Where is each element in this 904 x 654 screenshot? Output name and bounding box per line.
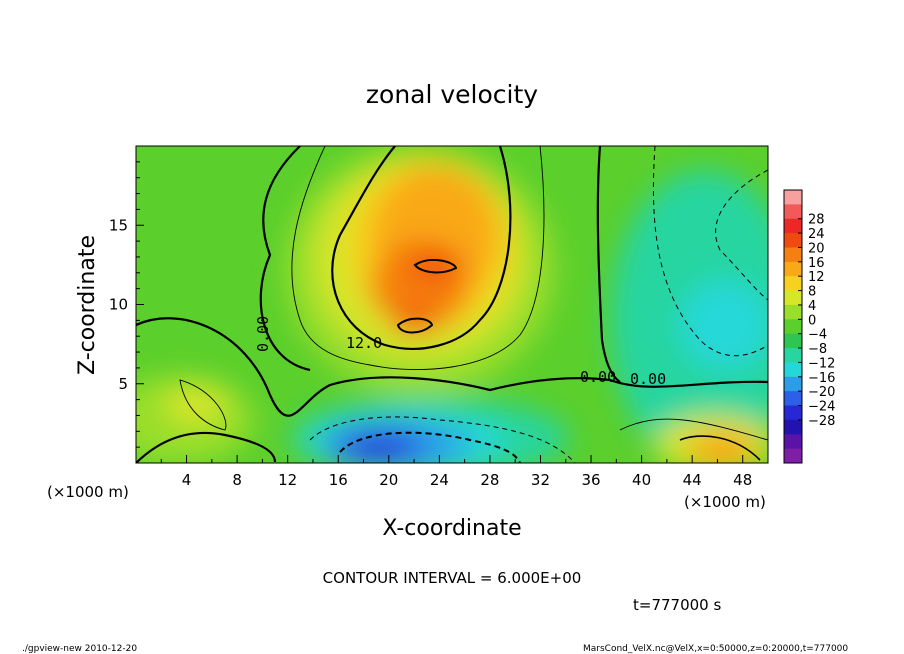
colorbar-label: 20 — [808, 241, 825, 256]
x-axis: 4 8 12 16 20 24 28 32 36 40 44 48 — [160, 455, 769, 489]
x-axis-title: X-coordinate — [382, 516, 521, 541]
footer-right: MarsCond_VelX.nc@VelX,x=0:50000,z=0:2000… — [583, 644, 848, 654]
colorbar-label: 4 — [808, 299, 816, 314]
x-tick-label: 8 — [232, 471, 242, 489]
colorbar-label: −12 — [808, 356, 835, 371]
x-tick-label: 28 — [480, 471, 499, 489]
contour-labels: 12.0 0.00 0.00 0.00 — [254, 316, 666, 388]
colorbar-label: 8 — [808, 285, 816, 300]
colorbar-frame — [783, 189, 803, 464]
colorbar-swatch — [784, 247, 802, 263]
colorbar-swatch — [784, 190, 802, 205]
heatmap-field: 12.0 0.00 0.00 0.00 — [136, 146, 768, 463]
contour-label-0-west: 0.00 — [254, 316, 272, 352]
colorbar-label: −8 — [808, 342, 827, 357]
colorbar-label: 12 — [808, 270, 825, 285]
y-tick-label: 5 — [118, 375, 128, 393]
y-tick-label: 10 — [109, 296, 128, 314]
contour-lines — [136, 146, 768, 463]
colorbar-swatch — [784, 405, 802, 421]
x-tick-label: 44 — [683, 471, 702, 489]
colorbar-label: 16 — [808, 256, 825, 271]
footer-left: ./gpview-new 2010-12-20 — [22, 644, 137, 654]
contour-label-0-east: 0.00 — [630, 370, 666, 388]
colorbar-swatch — [784, 333, 802, 349]
x-tick-label: 24 — [430, 471, 449, 489]
colorbar-swatch — [784, 391, 802, 407]
x-tick-label: 36 — [581, 471, 600, 489]
x-tick-label: 4 — [182, 471, 192, 489]
y-tick-label: 15 — [109, 216, 128, 234]
colorbar-label: −20 — [808, 385, 835, 400]
contour-label-12: 12.0 — [346, 334, 382, 352]
chart-title: zonal velocity — [366, 80, 538, 109]
colorbar-label: −24 — [808, 400, 835, 415]
colorbar-label: −16 — [808, 371, 835, 386]
y-axis-title: Z-coordinate — [75, 235, 100, 375]
x-tick-label: 32 — [531, 471, 550, 489]
colorbar-swatch — [784, 290, 802, 306]
colorbar-swatch — [784, 319, 802, 335]
y-axis: 5 10 15 — [109, 161, 144, 448]
colorbar-swatch — [784, 419, 802, 435]
colorbar-swatch — [784, 233, 802, 248]
x-tick-label: 12 — [278, 471, 297, 489]
colorbar-swatch — [784, 276, 802, 292]
time-text: t=777000 s — [633, 596, 721, 614]
colorbar-label: 0 — [808, 313, 816, 328]
colorbar-swatch — [784, 376, 802, 392]
colorbar-swatch — [784, 348, 802, 363]
colorbar-swatch — [784, 218, 802, 234]
colorbar-label: −28 — [808, 414, 835, 429]
colorbar-swatch — [784, 304, 802, 320]
colorbar-label: −4 — [808, 328, 827, 343]
x-tick-label: 48 — [733, 471, 752, 489]
contour-label-0-mid: 0.00 — [580, 368, 616, 386]
x-tick-label: 16 — [329, 471, 348, 489]
x-tick-label: 20 — [379, 471, 398, 489]
colorbar-swatch — [784, 261, 802, 277]
colorbar-swatch — [784, 362, 802, 378]
x-tick-label: 40 — [632, 471, 651, 489]
contour-interval-text: CONTOUR INTERVAL = 6.000E+00 — [323, 569, 582, 587]
colorbar-swatch — [784, 434, 802, 450]
colorbar-swatch — [784, 448, 802, 464]
colorbar-swatch — [784, 204, 802, 220]
x-unit-label: (×1000 m) — [47, 483, 129, 501]
colorbar-label: 28 — [808, 213, 825, 228]
colorbar-label: 24 — [808, 227, 825, 242]
x-unit-label-right: (×1000 m) — [684, 493, 766, 511]
